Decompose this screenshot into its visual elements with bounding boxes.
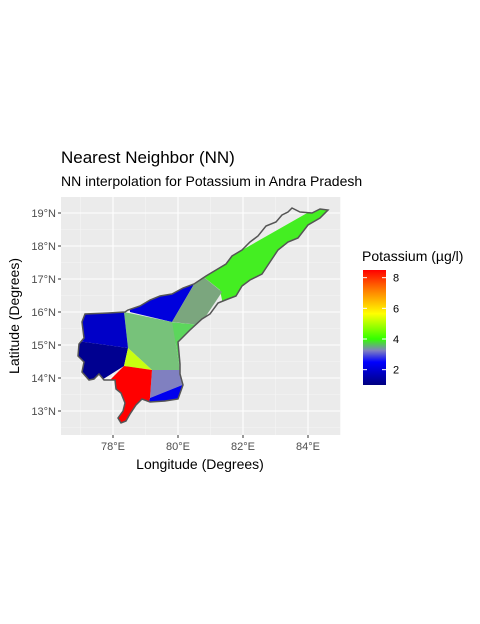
- region-west-gray: [124, 312, 180, 370]
- x-tick-label: 80°E: [166, 441, 190, 453]
- region-south-gray: [150, 370, 190, 398]
- y-tick-label: 17°N: [31, 274, 56, 286]
- legend-tick-label: 2: [393, 365, 399, 377]
- y-tick-label: 14°N: [31, 373, 56, 385]
- y-axis: 13°N 14°N 15°N 16°N 17°N 18°N 19°N: [31, 208, 61, 418]
- legend-tick-label: 8: [393, 273, 399, 285]
- legend-tick-label: 6: [393, 303, 399, 315]
- state-boundary: [77, 207, 330, 424]
- x-tick-label: 82°E: [231, 441, 255, 453]
- legend: Potassium (µg/l) 2 4 6 8: [362, 248, 463, 385]
- legend-title: Potassium (µg/l): [362, 248, 463, 264]
- x-tick-label: 84°E: [296, 441, 320, 453]
- y-axis-title: Latitude (Degrees): [6, 258, 22, 374]
- x-axis: 78°E 80°E 82°E 84°E: [101, 435, 320, 453]
- map-subtitle: NN interpolation for Potassium in Andra …: [61, 173, 363, 189]
- legend-colorbar: [363, 270, 386, 385]
- region-yellow: [124, 348, 152, 370]
- y-tick-label: 15°N: [31, 340, 56, 352]
- legend-tick-label: 4: [393, 334, 399, 346]
- x-tick-label: 78°E: [101, 441, 125, 453]
- y-tick-label: 13°N: [31, 406, 56, 418]
- y-tick-label: 18°N: [31, 241, 56, 253]
- y-tick-label: 19°N: [31, 208, 56, 220]
- map-title: Nearest Neighbor (NN): [61, 148, 235, 167]
- x-axis-title: Longitude (Degrees): [136, 456, 264, 472]
- region-central-gray: [172, 274, 222, 325]
- y-tick-label: 16°N: [31, 307, 56, 319]
